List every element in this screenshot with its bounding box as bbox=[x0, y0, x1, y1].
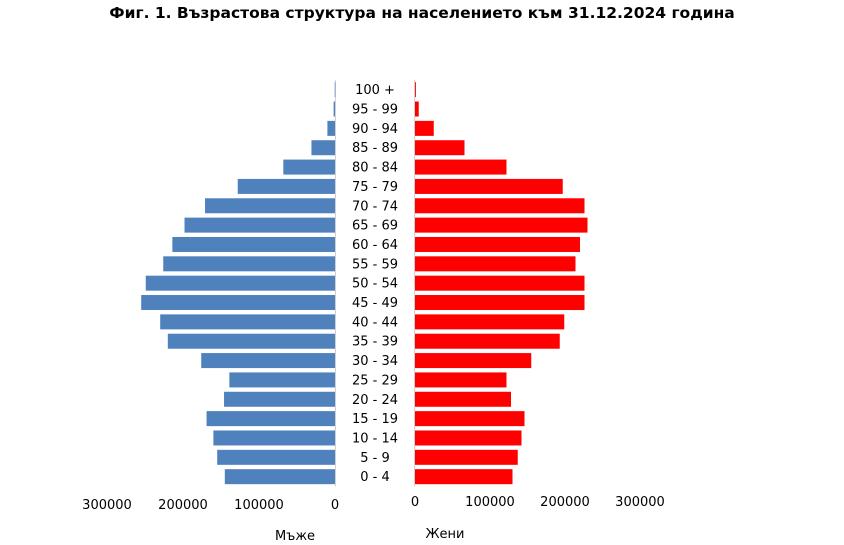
female-bar bbox=[415, 333, 560, 349]
female-bar bbox=[415, 449, 518, 465]
male-bar bbox=[167, 333, 335, 349]
female-bar bbox=[415, 430, 522, 446]
female-bar bbox=[415, 256, 576, 272]
male-bar bbox=[217, 449, 335, 465]
male-bar bbox=[327, 120, 335, 136]
male-bar bbox=[145, 275, 335, 291]
age-label: 90 - 94 bbox=[352, 122, 398, 137]
female-axis-ticks: 0 100000 200000 300000 bbox=[411, 495, 665, 510]
female-bar bbox=[415, 391, 511, 407]
age-label: 45 - 49 bbox=[352, 296, 398, 311]
male-bar bbox=[205, 198, 335, 214]
female-bar bbox=[415, 178, 563, 194]
male-bar bbox=[333, 101, 335, 117]
male-bar bbox=[206, 411, 335, 427]
age-label: 95 - 99 bbox=[352, 103, 398, 118]
male-tick-label: 100000 bbox=[234, 498, 284, 513]
female-tick-label: 100000 bbox=[465, 495, 515, 510]
age-label: 20 - 24 bbox=[352, 393, 398, 408]
male-axis-ticks: 300000 200000 100000 0 bbox=[82, 498, 339, 513]
male-bar bbox=[229, 372, 335, 388]
female-bar bbox=[415, 236, 580, 252]
center-divider bbox=[335, 80, 415, 487]
age-label: 60 - 64 bbox=[352, 238, 398, 253]
male-bar bbox=[172, 236, 335, 252]
chart-title: Фиг. 1. Възрастова структура на населени… bbox=[109, 4, 735, 22]
female-tick-label: 300000 bbox=[615, 495, 665, 510]
male-bar bbox=[224, 391, 335, 407]
female-bar bbox=[415, 372, 507, 388]
age-label: 15 - 19 bbox=[352, 412, 398, 427]
male-bar bbox=[160, 314, 335, 330]
female-bar bbox=[415, 217, 588, 233]
female-tick-label: 200000 bbox=[540, 495, 590, 510]
female-bar bbox=[415, 275, 585, 291]
female-axis-label: Жени bbox=[426, 527, 465, 542]
male-axis-label: Мъже bbox=[275, 529, 315, 544]
male-bar bbox=[237, 178, 335, 194]
age-label: 75 - 79 bbox=[352, 180, 398, 195]
male-bar bbox=[213, 430, 335, 446]
male-bar bbox=[201, 353, 335, 369]
age-label: 40 - 44 bbox=[352, 315, 398, 330]
male-bars bbox=[141, 82, 336, 485]
male-bar bbox=[224, 469, 335, 485]
female-bar bbox=[415, 469, 513, 485]
age-label: 85 - 89 bbox=[352, 141, 398, 156]
male-bar bbox=[311, 140, 335, 156]
age-labels: 100 + 95 - 99 90 - 94 85 - 89 80 - 84 75 - 79… bbox=[352, 83, 398, 485]
age-label: 80 - 84 bbox=[352, 161, 398, 176]
female-bars bbox=[415, 82, 588, 485]
female-bar bbox=[415, 140, 465, 156]
female-bar bbox=[415, 159, 507, 175]
male-tick-label: 0 bbox=[331, 498, 339, 513]
age-label: 10 - 14 bbox=[352, 431, 398, 446]
age-label: 35 - 39 bbox=[352, 335, 398, 350]
age-label: 70 - 74 bbox=[352, 199, 398, 214]
age-label: 65 - 69 bbox=[352, 219, 398, 234]
female-bar bbox=[415, 198, 585, 214]
age-label: 5 - 9 bbox=[360, 451, 390, 466]
age-label: 100 + bbox=[355, 83, 395, 98]
female-bar bbox=[415, 411, 525, 427]
age-label: 30 - 34 bbox=[352, 354, 398, 369]
female-bar bbox=[415, 353, 532, 369]
male-tick-label: 300000 bbox=[82, 498, 132, 513]
female-bar bbox=[415, 82, 416, 98]
female-bar bbox=[415, 101, 419, 117]
male-bar bbox=[283, 159, 335, 175]
male-bar bbox=[163, 256, 335, 272]
male-bar bbox=[334, 82, 336, 98]
female-bar bbox=[415, 120, 434, 136]
male-bar bbox=[141, 295, 335, 311]
female-bar bbox=[415, 295, 585, 311]
age-label: 25 - 29 bbox=[352, 373, 398, 388]
female-tick-label: 0 bbox=[411, 495, 419, 510]
female-bar bbox=[415, 314, 565, 330]
age-label: 50 - 54 bbox=[352, 277, 398, 292]
age-label: 55 - 59 bbox=[352, 257, 398, 272]
male-tick-label: 200000 bbox=[158, 498, 208, 513]
age-label: 0 - 4 bbox=[360, 470, 390, 485]
male-bar bbox=[184, 217, 335, 233]
